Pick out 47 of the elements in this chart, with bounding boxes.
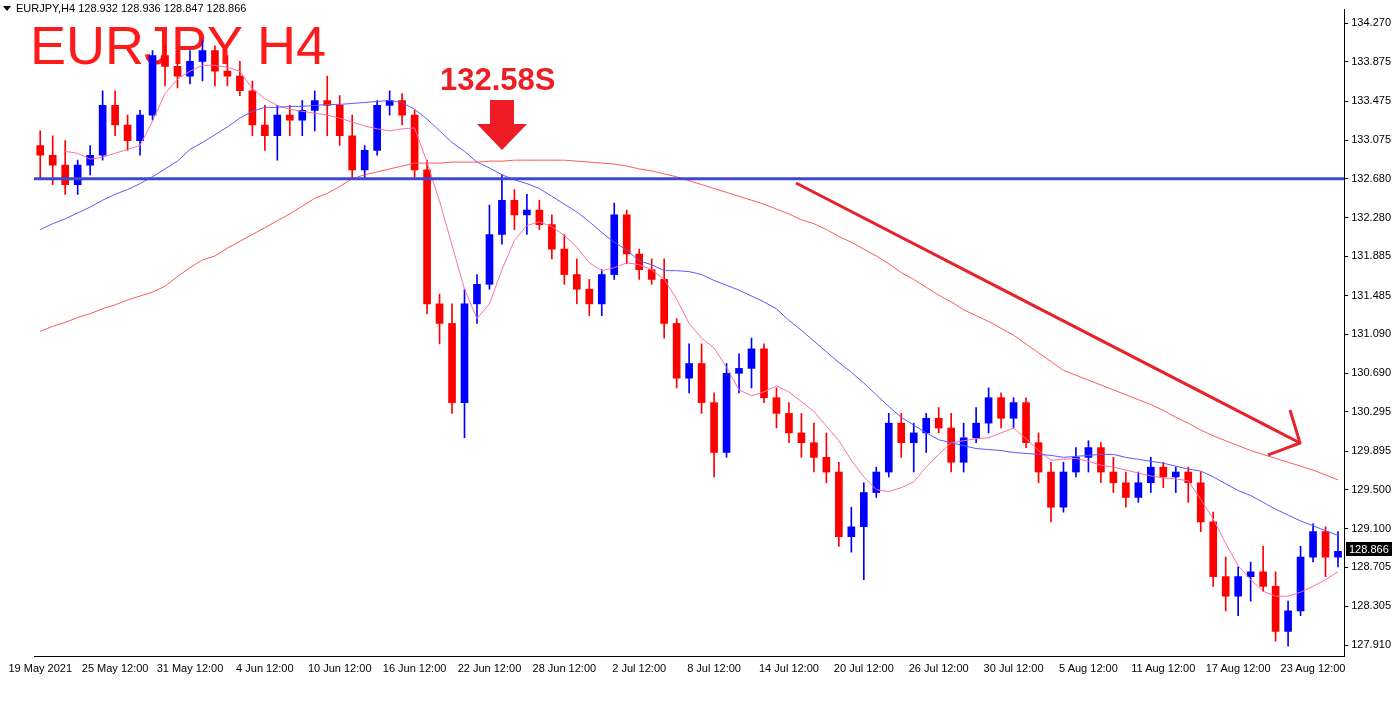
y-tick-label: 128.705 [1351,560,1391,573]
x-tick-label: 31 May 12:00 [156,662,224,675]
x-tick-label: 14 Jul 12:00 [758,662,819,675]
y-tick-label: 128.305 [1351,599,1391,612]
annotation: EURJPY,H4 128.932 128.936 128.847 128.866 [16,2,247,14]
y-tick-label: 132.280 [1351,210,1391,223]
y-tick-label: 129.100 [1351,521,1391,534]
x-tick-label: 10 Jun 12:00 [307,662,372,675]
x-tick-label: 16 Jun 12:00 [382,662,447,675]
y-tick-label: 130.690 [1351,366,1391,379]
y-tick-label: 127.910 [1351,638,1391,651]
x-tick-label: 23 Aug 12:00 [1280,662,1346,675]
y-tick-label: 133.475 [1351,94,1391,107]
y-tick-label: 131.090 [1351,327,1391,340]
x-tick-label: 4 Jun 12:00 [236,662,294,675]
x-tick-label: 26 Jul 12:00 [908,662,969,675]
y-tick-label: 133.075 [1351,133,1391,146]
y-tick-label: 134.270 [1351,16,1391,29]
x-tick-label: 17 Aug 12:00 [1205,662,1271,675]
y-tick-label: 133.875 [1351,54,1391,67]
text: 128.866 [1346,542,1392,556]
x-tick-label: 30 Jul 12:00 [983,662,1044,675]
candlestick [323,75,332,137]
candlestick [48,135,57,185]
y-tick-label: 131.485 [1351,288,1391,301]
x-tick-label: 8 Jul 12:00 [687,662,741,675]
x-tick-label: 22 Jun 12:00 [457,662,522,675]
x-tick-label: 11 Aug 12:00 [1131,662,1196,675]
y-tick-label: 129.500 [1351,482,1391,495]
x-tick-label: 2 Jul 12:00 [612,662,667,675]
x-tick-label: 28 Jun 12:00 [532,662,597,675]
y-tick-label: 132.680 [1351,171,1391,184]
candlestick [1334,531,1342,568]
x-tick-label: 19 May 2021 [8,662,73,675]
x-tick-label: 5 Aug 12:00 [1059,662,1118,675]
candlestick [1171,466,1180,493]
candlestick [909,422,918,473]
y-tick-label: 131.885 [1351,249,1391,262]
candlestick [285,105,294,137]
candlestick [735,353,743,394]
y-tick-label: 130.295 [1351,404,1391,417]
chart-title: EURJPY H4 [30,15,327,75]
candlestick [523,194,531,235]
x-tick-label: 20 Jul 12:00 [833,662,894,675]
annotation: 132.58S [440,62,556,98]
y-tick-label: 129.895 [1351,444,1391,457]
x-tick-label: 25 May 12:00 [81,662,149,675]
